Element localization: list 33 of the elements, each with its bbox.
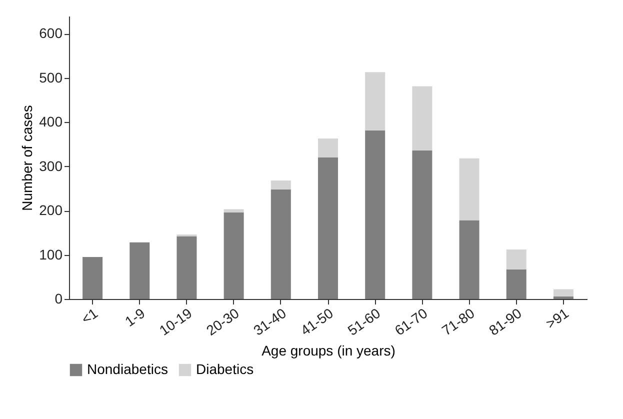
- bar: [176, 236, 197, 299]
- bar: [412, 86, 432, 150]
- y-tick-label: 200: [39, 202, 63, 218]
- y-tick-label: 100: [39, 246, 63, 262]
- bar: [270, 180, 291, 190]
- bar: [506, 269, 526, 299]
- x-tick-label: 1-9: [122, 304, 148, 330]
- bar: [553, 296, 574, 299]
- bar: [82, 256, 103, 299]
- bar: [506, 249, 526, 270]
- bar: [270, 189, 291, 299]
- x-tick-label: >91: [542, 304, 572, 332]
- y-tick-label: 0: [54, 290, 63, 306]
- x-axis-title: Age groups (in years): [262, 342, 396, 359]
- bar: [459, 220, 480, 299]
- bar: [412, 150, 432, 299]
- bar: [365, 130, 386, 299]
- bar: [365, 72, 386, 131]
- bar: [130, 242, 150, 299]
- bar: [224, 212, 244, 299]
- x-tick-label: <1: [78, 304, 101, 328]
- legend-label: Diabetics: [196, 361, 254, 377]
- y-axis-title: Number of cases: [19, 105, 36, 211]
- y-tick-label: 500: [39, 69, 63, 86]
- bar: [318, 158, 338, 299]
- y-tick-label: 300: [39, 158, 63, 174]
- y-tick-label: 600: [39, 25, 63, 42]
- bar: [553, 289, 574, 296]
- bar: [459, 158, 480, 220]
- y-tick-label: 400: [39, 114, 63, 130]
- bar: [224, 209, 244, 212]
- legend-label: Nondiabetics: [87, 361, 168, 377]
- bar: [318, 138, 338, 158]
